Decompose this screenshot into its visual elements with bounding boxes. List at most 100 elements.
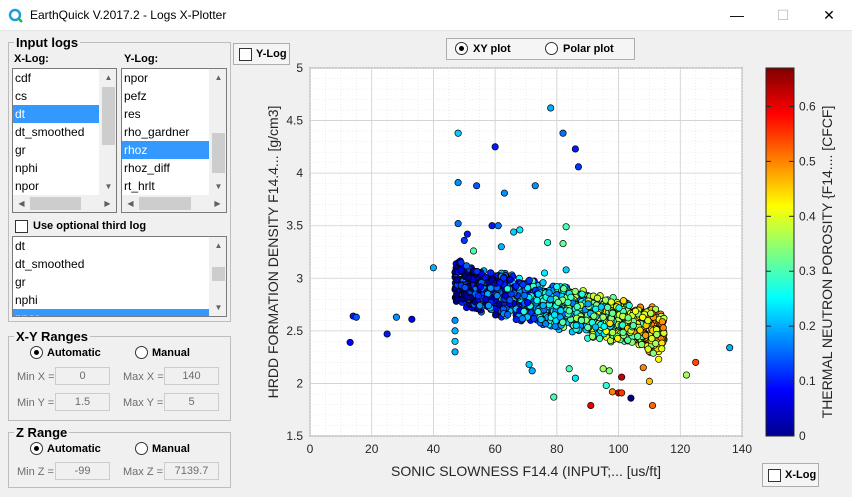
scatter-point [547,295,555,303]
max-z-field[interactable]: 7139.7 [164,462,219,480]
x-log-toggle[interactable]: X-Log [762,463,819,487]
polar-plot-radio[interactable] [545,42,558,55]
list-item[interactable]: dt_smoothed [15,257,85,271]
scroll-right-icon[interactable]: ▶ [104,199,111,208]
scatter-point [429,264,437,272]
xy-automatic-radio[interactable] [30,346,43,359]
list-item[interactable]: rhoz_diff [124,161,170,175]
scatter-point [474,292,482,300]
list-item[interactable]: gr [15,275,26,289]
max-y-field[interactable]: 5 [164,393,219,411]
scatter-point [553,283,561,291]
scatter-point [488,276,496,284]
scroll-right-icon[interactable]: ▶ [214,199,221,208]
scatter-point [554,298,562,306]
scatter-point [457,266,465,274]
scatter-point [642,331,650,339]
close-button[interactable]: ✕ [823,7,835,23]
scroll-up-icon[interactable]: ▲ [104,73,113,82]
colorbar-tick-label: 0 [799,429,806,443]
vertical-scrollbar[interactable]: ▲ ▼ [209,69,226,195]
list-item[interactable]: pefz [124,89,147,103]
list-item[interactable]: npor [15,179,40,193]
list-item[interactable]: nphi [15,293,38,307]
minimize-button[interactable]: — [730,7,744,23]
scatter-point [593,294,601,302]
y-log-toggle[interactable]: Y-Log [233,43,290,65]
scroll-left-icon[interactable]: ◀ [127,199,134,208]
scatter-point [590,312,598,320]
maximize-button[interactable]: ☐ [776,7,790,23]
list-item[interactable]: res [124,107,141,121]
scatter-point [658,318,666,326]
xy-plot-radio[interactable] [455,42,468,55]
scatter-point [539,279,547,287]
scatter-point [510,228,518,236]
scatter-point [451,348,459,356]
scroll-left-icon[interactable]: ◀ [18,199,25,208]
scatter-point [573,303,581,311]
scatter-point [542,320,550,328]
list-item[interactable]: rho_gardner [124,125,190,139]
list-item[interactable]: gr [15,143,26,157]
scroll-up-icon[interactable]: ▲ [214,241,223,250]
horizontal-scrollbar[interactable]: ◀ ▶ [13,195,116,212]
x-log-list[interactable]: cdf cs dt dt_smoothed gr nphi npor ▲ ▼ ◀ ▶ [12,68,117,213]
colorbar-tick-label: 0.2 [799,319,816,333]
list-item[interactable]: dt [15,239,26,253]
scatter-point [512,282,520,290]
third-log-checkbox[interactable] [15,220,28,233]
list-item[interactable]: cs [15,89,27,103]
scatter-point [537,315,545,323]
min-y-field[interactable]: 1.5 [55,393,110,411]
list-item[interactable]: dt [13,105,99,123]
list-item[interactable]: cdf [15,71,32,85]
scatter-point [453,290,461,298]
scatter-point [606,319,614,327]
scatter-point [572,321,580,329]
scatter-chart[interactable]: 0 20 40 60 80 100 120 140 1.5 2 2.5 3 3.5 4 4.5 5 SONIC… [250,62,840,482]
max-x-field[interactable]: 140 [164,367,219,385]
min-x-label: Min X = [17,371,55,383]
scatter-point [518,315,526,323]
scatter-point [648,334,656,343]
z-manual-radio[interactable] [135,442,148,455]
vertical-scrollbar[interactable]: ▲ ▼ [99,69,116,195]
scroll-thumb[interactable] [102,87,115,145]
scatter-point [520,307,528,316]
scatter-point [485,301,493,310]
horizontal-scrollbar[interactable]: ◀ ▶ [122,195,226,212]
scroll-thumb[interactable] [212,267,225,281]
x-tick-label: 60 [488,442,502,456]
list-item[interactable]: rhoz [122,141,209,159]
z-automatic-radio[interactable] [30,442,43,455]
scatter-point [619,328,627,337]
scroll-up-icon[interactable]: ▲ [214,73,223,82]
scatter-point [658,345,666,353]
scroll-down-icon[interactable]: ▼ [104,182,113,191]
x-log-checkbox[interactable] [768,469,781,482]
scatter-point [584,300,592,308]
y-log-checkbox[interactable] [239,48,252,61]
scroll-thumb[interactable] [30,197,81,210]
colorbar-tick-label: 0.6 [799,99,816,113]
scroll-down-icon[interactable]: ▼ [214,182,223,191]
scroll-down-icon[interactable]: ▼ [214,303,223,312]
min-x-field[interactable]: 0 [55,367,110,385]
min-z-field[interactable]: -99 [55,462,110,480]
list-item[interactable]: rt_hrlt [124,179,155,193]
grid [309,67,743,437]
list-item[interactable]: npor [13,309,209,316]
scatter-point [652,339,660,348]
scroll-thumb[interactable] [139,197,191,210]
vertical-scrollbar[interactable]: ▲ ▼ [209,237,226,316]
x-axis-label: SONIC SLOWNESS F14.4 (INPUT;... [us/ft] [391,463,661,479]
scroll-thumb[interactable] [212,133,225,173]
xy-manual-radio[interactable] [135,346,148,359]
scatter-point [533,296,541,304]
list-item[interactable]: nphi [15,161,38,175]
list-item[interactable]: dt_smoothed [15,125,85,139]
list-item[interactable]: npor [124,71,149,85]
